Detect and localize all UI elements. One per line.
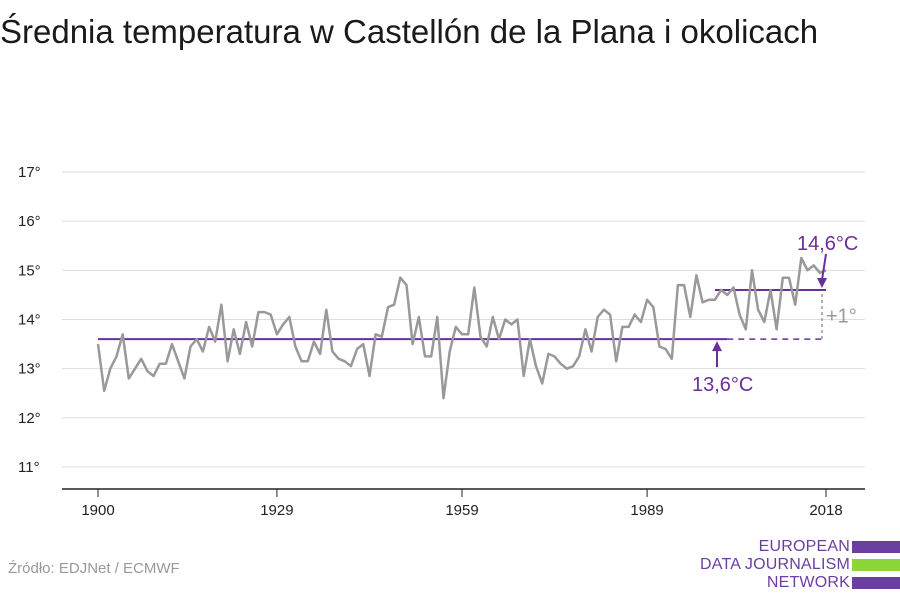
- y-tick-label-17: 17°: [18, 164, 41, 181]
- x-axis: 1900 1929 1959 1989 2018: [62, 488, 865, 519]
- y-tick-label-11: 11°: [18, 459, 40, 476]
- y-axis-labels: 11° 12° 13° 14° 15° 16° 17°: [18, 164, 41, 476]
- x-tick-label-1900: 1900: [81, 502, 114, 519]
- recent-arrow-head: [817, 278, 827, 288]
- chart-title: Średnia temperatura w Castellón de la Pl…: [0, 13, 819, 50]
- grid-lines: [62, 171, 865, 468]
- y-tick-label-16: 16°: [18, 213, 41, 230]
- logo-line-3: NETWORK: [766, 574, 850, 591]
- logo-line-1: EUROPEAN: [758, 538, 850, 555]
- edjnet-logo[interactable]: EUROPEAN DATA JOURNALISM NETWORK: [700, 538, 900, 600]
- recent-arrow-shaft: [821, 253, 827, 281]
- y-tick-label-13: 13°: [18, 361, 41, 378]
- x-tick-label-2018: 2018: [809, 502, 842, 519]
- baseline-label: 13,6°C: [692, 374, 753, 396]
- x-tick-label-1989: 1989: [630, 502, 663, 519]
- temperature-series-line: [96, 256, 827, 400]
- logo-bar-purple-top: [852, 541, 900, 553]
- source-note: Źródło: EDJNet / ECMWF: [8, 560, 180, 577]
- logo-bar-purple-bottom: [852, 577, 900, 589]
- x-tick-label-1959: 1959: [445, 502, 478, 519]
- recent-label: 14,6°C: [797, 233, 858, 255]
- logo-bar-green: [852, 559, 900, 571]
- delta-label: +1°: [826, 306, 857, 328]
- series: [96, 256, 827, 400]
- y-tick-label-15: 15°: [18, 262, 41, 279]
- logo-text: EUROPEAN DATA JOURNALISM NETWORK: [700, 538, 850, 592]
- y-tick-label-12: 12°: [18, 410, 41, 427]
- annotation-labels: 13,6°C 14,6°C +1°: [692, 233, 858, 396]
- baseline-arrow-head: [712, 341, 722, 352]
- y-tick-label-14: 14°: [18, 312, 41, 329]
- logo-line-2: DATA JOURNALISM: [700, 556, 850, 573]
- x-tick-label-1929: 1929: [260, 502, 293, 519]
